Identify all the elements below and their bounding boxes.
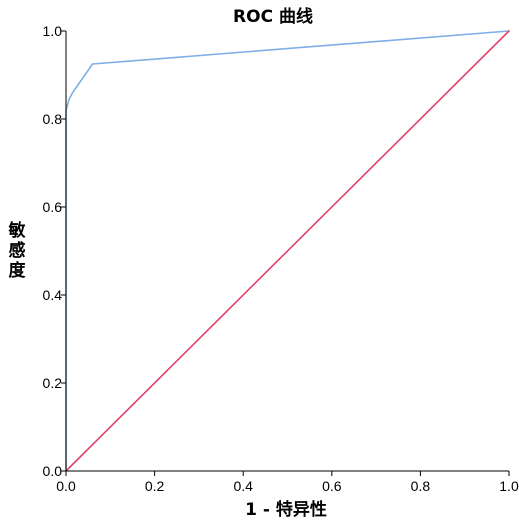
y-tick-label: 0.6 — [43, 199, 63, 215]
y-axis-label-char: 感 — [9, 240, 26, 261]
y-tick-label: 1.0 — [43, 23, 63, 39]
x-tick-label: 0.6 — [322, 478, 342, 494]
ticks-layer: 0.0 0.2 0.4 0.6 0.8 1.0 0.0 0.2 0.4 0.6 0.8 1.0 — [43, 23, 519, 494]
x-tick-label: 1.0 — [499, 478, 519, 494]
axes-layer — [65, 31, 509, 472]
reference-diagonal-line — [65, 30, 510, 472]
y-tick-label: 0.4 — [43, 287, 63, 303]
x-tick-label: 0.2 — [145, 478, 165, 494]
x-tick-label: 0.8 — [411, 478, 431, 494]
y-tick-label: 0.2 — [43, 375, 63, 391]
x-tick-label: 0.4 — [233, 478, 253, 494]
y-axis-label: 敏感度 — [8, 220, 27, 281]
chart-title: ROC 曲线 — [233, 6, 313, 27]
x-tick-label: 0.0 — [56, 478, 76, 494]
x-axis-label: 1 - 特异性 — [245, 499, 327, 520]
y-axis-label-char: 敏 — [8, 220, 26, 241]
y-axis-label-char: 度 — [9, 260, 27, 281]
y-tick-label: 0.0 — [43, 463, 63, 479]
y-tick-label: 0.8 — [43, 111, 63, 127]
